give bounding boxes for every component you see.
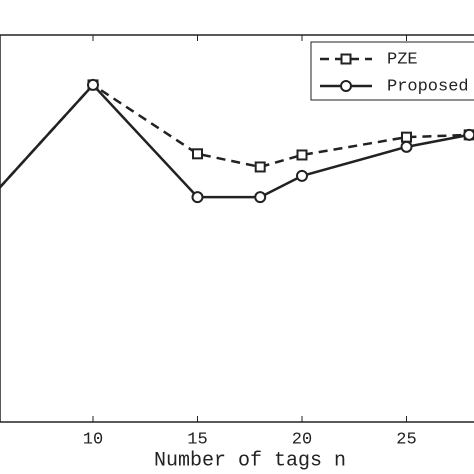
marker [296, 149, 308, 161]
x-axis-label: Number of tags n [154, 449, 346, 472]
marker [254, 191, 267, 204]
legend-label: Proposed [387, 77, 469, 96]
x-tick-label: 15 [187, 430, 207, 449]
legend: PZE Proposed [310, 41, 474, 101]
marker [191, 191, 204, 204]
series-line [0, 83, 470, 199]
marker [254, 161, 266, 173]
marker [192, 148, 203, 160]
legend-label: PZE [387, 50, 418, 69]
x-tick-label: 20 [292, 430, 312, 449]
marker [340, 53, 352, 65]
legend-box [310, 41, 474, 101]
marker [340, 80, 352, 92]
x-tick-label: 10 [83, 430, 103, 449]
plot-frame [0, 34, 474, 423]
marker [463, 128, 474, 141]
marker [401, 131, 412, 143]
x-tick-label: 25 [396, 430, 416, 449]
series-line [0, 83, 470, 190]
marker [296, 169, 308, 182]
marker [87, 78, 99, 91]
marker [400, 140, 413, 153]
